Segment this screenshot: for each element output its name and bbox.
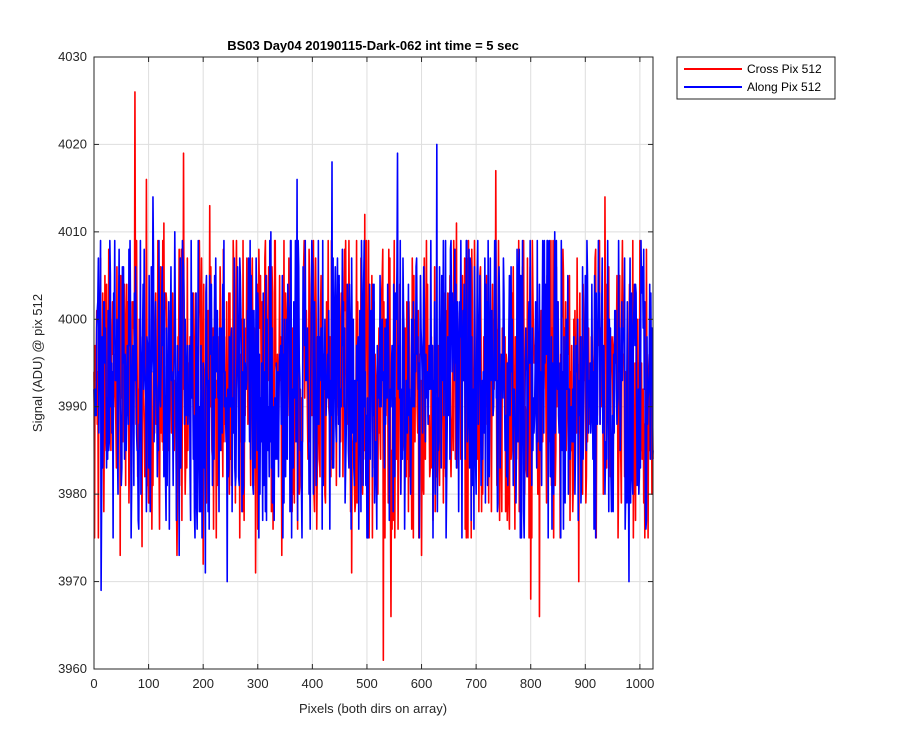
x-tick-label: 900 <box>574 676 596 691</box>
legend-label-cross: Cross Pix 512 <box>747 62 822 76</box>
series-layer <box>93 91 654 662</box>
x-tick-label: 400 <box>302 676 324 691</box>
y-tick-label: 4020 <box>58 136 87 151</box>
y-tick-label: 3980 <box>58 486 87 501</box>
x-tick-label: 1000 <box>625 676 654 691</box>
series-line-along-pix-512 <box>93 143 654 592</box>
x-tick-label: 800 <box>520 676 542 691</box>
chart-title: BS03 Day04 20190115-Dark-062 int time = … <box>227 38 519 53</box>
y-tick-label: 4030 <box>58 49 87 64</box>
y-axis-label: Signal (ADU) @ pix 512 <box>30 294 45 432</box>
x-tick-label: 100 <box>138 676 160 691</box>
legend-box <box>676 56 836 100</box>
x-tick-label: 200 <box>192 676 214 691</box>
x-tick-label: 300 <box>247 676 269 691</box>
legend: Cross Pix 512 Along Pix 512 <box>676 56 836 100</box>
legend-label-along: Along Pix 512 <box>747 80 821 94</box>
y-tick-label: 3990 <box>58 399 87 414</box>
y-tick-label: 4010 <box>58 224 87 239</box>
y-tick-label: 3970 <box>58 574 87 589</box>
axis-ticks: 0 100 200 300 400 500 600 700 800 900 1000 3960 3970… <box>58 49 654 691</box>
x-axis-label: Pixels (both dirs on array) <box>299 701 447 716</box>
plot-frame <box>93 56 654 670</box>
x-tick-label: 500 <box>356 676 378 691</box>
y-tick-label: 3960 <box>58 661 87 676</box>
x-tick-label: 700 <box>465 676 487 691</box>
x-tick-label: 600 <box>411 676 433 691</box>
x-tick-label: 0 <box>90 676 97 691</box>
y-tick-label: 4000 <box>58 311 87 326</box>
